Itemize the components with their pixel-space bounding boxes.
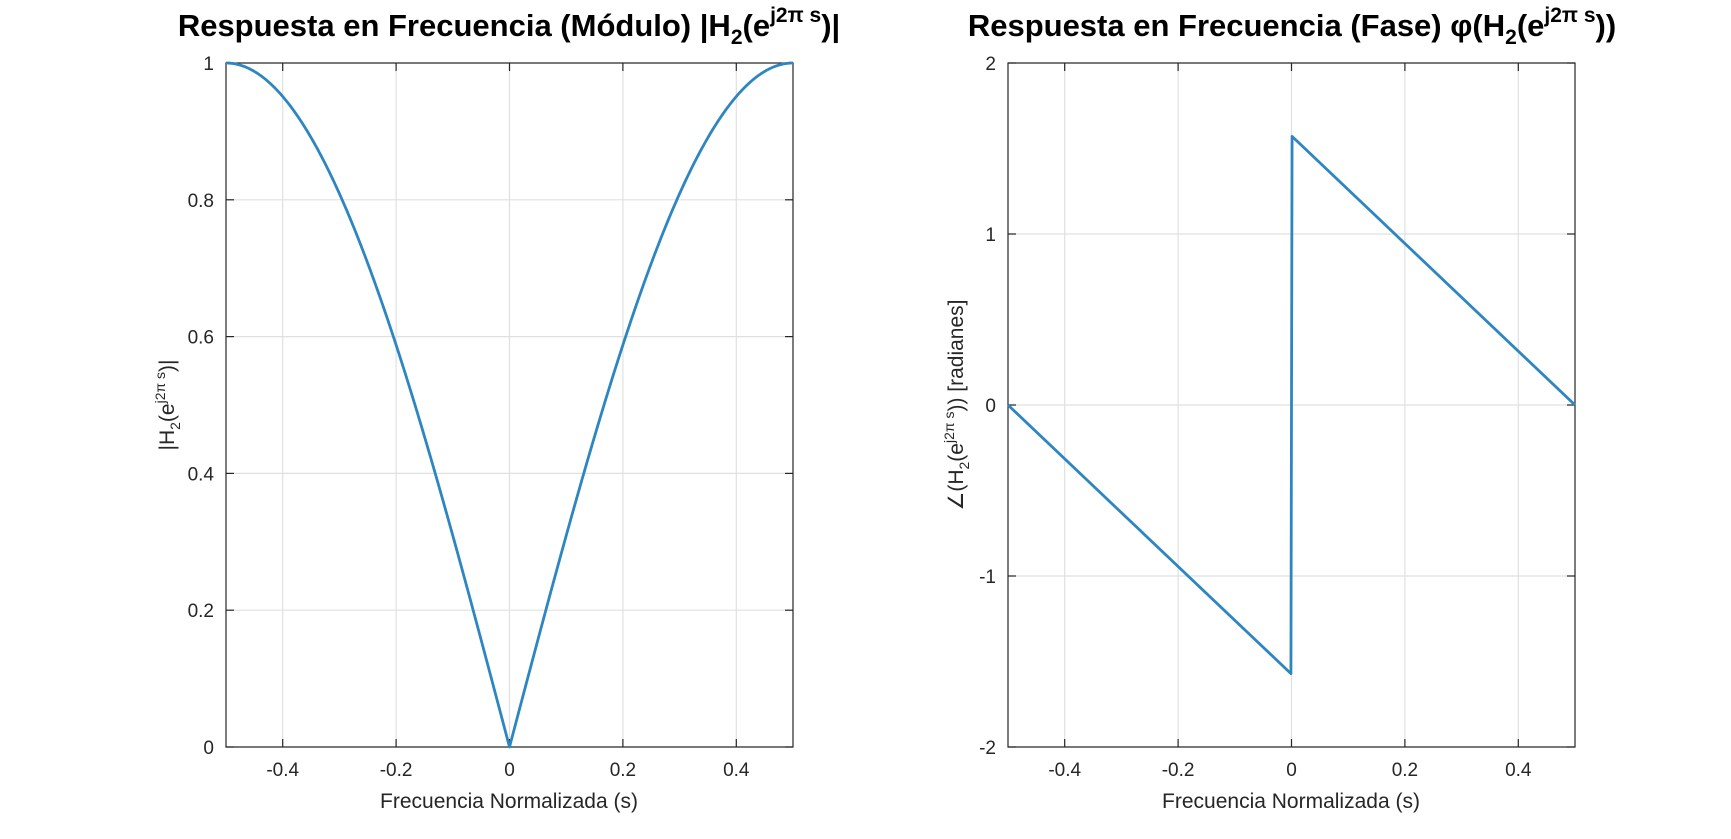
- plot-phase-ytick-label: 2: [985, 54, 996, 75]
- plot-magnitude-xtick-label: 0.4: [723, 760, 750, 781]
- plot-phase-xlabel: Frecuencia Normalizada (s): [1162, 790, 1420, 813]
- plot-phase-ylabel: ∠(H2(ej2π s)) [radianes]: [941, 300, 972, 511]
- plot-magnitude-series-line: [225, 61, 794, 749]
- plot-magnitude: Respuesta en Frecuencia (Módulo) |H2(ej2…: [152, 4, 840, 813]
- plot-magnitude-ytick-label: 0.6: [188, 328, 214, 349]
- plot-phase-ticks: -0.4 -0.2 0 0.2 0.4 -2 -1 0 1 2: [979, 54, 1575, 781]
- plot-magnitude-ytick-label: 0: [203, 738, 214, 759]
- plot-magnitude-xtick-label: -0.2: [380, 760, 413, 781]
- plot-magnitude-xtick-label: -0.4: [266, 760, 299, 781]
- plot-phase-xtick-label: -0.4: [1048, 760, 1081, 781]
- plot-magnitude-ytick-label: 0.8: [188, 191, 214, 212]
- plot-phase-ytick-label: -1: [979, 567, 996, 588]
- plot-phase-xtick-label: 0: [1286, 760, 1297, 781]
- plot-phase-xtick-label: -0.2: [1162, 760, 1195, 781]
- plot-magnitude-ytick-label: 1: [203, 54, 214, 75]
- plot-phase-xtick-label: 0.2: [1392, 760, 1418, 781]
- plot-magnitude-title: Respuesta en Frecuencia (Módulo) |H2(ej2…: [178, 4, 840, 49]
- plot-magnitude-xtick-label: 0: [504, 760, 515, 781]
- plot-phase: Respuesta en Frecuencia (Fase) φ(H2(ej2π…: [941, 4, 1616, 813]
- plot-phase-series-line: [1007, 134, 1576, 676]
- plot-phase-series: [1007, 134, 1576, 676]
- plot-phase-title: Respuesta en Frecuencia (Fase) φ(H2(ej2π…: [968, 4, 1616, 49]
- plot-magnitude-grid: [226, 62, 793, 748]
- plot-magnitude-ytick-label: 0.2: [188, 601, 214, 622]
- plot-magnitude-series: [225, 61, 794, 749]
- plot-phase-ytick-label: 1: [985, 225, 996, 246]
- plot-phase-ytick-label: 0: [985, 396, 996, 417]
- plot-magnitude-ylabel: |H2(ej2π s)|: [152, 359, 183, 450]
- plot-phase-xtick-label: 0.4: [1505, 760, 1532, 781]
- plot-magnitude-ytick-label: 0.4: [188, 464, 215, 485]
- plot-magnitude-xtick-label: 0.2: [610, 760, 636, 781]
- plot-phase-ytick-label: -2: [979, 738, 996, 759]
- plot-magnitude-xlabel: Frecuencia Normalizada (s): [380, 790, 638, 813]
- plot-magnitude-ticks: -0.4 -0.2 0 0.2 0.4 0 0.2 0.4 0.6 0.8 1: [188, 54, 793, 781]
